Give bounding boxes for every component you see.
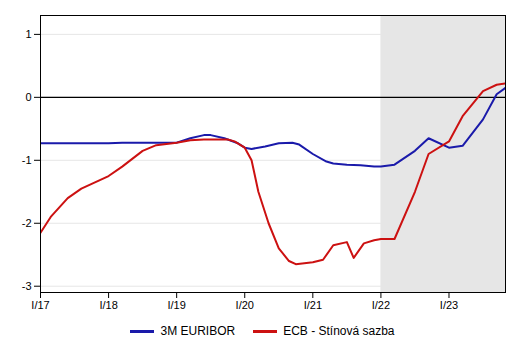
svg-text:I/19: I/19 [167, 299, 185, 311]
svg-text:I/23: I/23 [440, 299, 458, 311]
svg-text:I/22: I/22 [372, 299, 390, 311]
svg-text:I/18: I/18 [99, 299, 117, 311]
svg-text:I/21: I/21 [304, 299, 322, 311]
html-text:ECB - Stínová sazba: ECB - Stínová sazba [283, 324, 395, 338]
html-text:3M EURIBOR: 3M EURIBOR [160, 324, 236, 338]
svg-text:I/20: I/20 [236, 299, 254, 311]
svg-text:I/17: I/17 [31, 299, 49, 311]
svg-text:-1: -1 [22, 154, 32, 166]
svg-text:0: 0 [25, 91, 31, 103]
svg-text:-3: -3 [22, 280, 32, 292]
svg-text:-2: -2 [22, 217, 32, 229]
svg-text:1: 1 [25, 28, 31, 40]
